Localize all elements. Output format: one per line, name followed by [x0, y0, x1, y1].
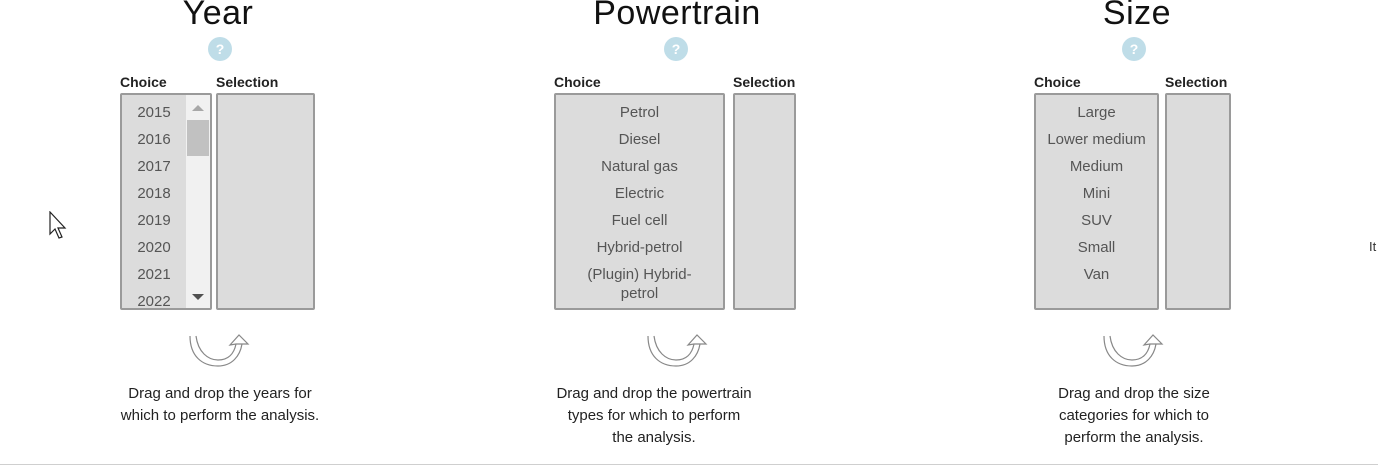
size-choice-label: Choice [1034, 74, 1081, 90]
year-choice-item[interactable]: 2015 [137, 104, 171, 121]
size-choice-item[interactable]: Lower medium [1047, 131, 1146, 148]
size-title: Size [1102, 0, 1172, 32]
size-selection-box[interactable] [1165, 93, 1231, 310]
year-scrollbar[interactable] [186, 95, 210, 308]
drag-drop-arrow-icon [647, 334, 708, 367]
powertrain-choice-item[interactable]: (Plugin) Hybrid-petrol [587, 266, 692, 302]
year-help-icon[interactable]: ? [208, 37, 232, 61]
year-title: Year [182, 0, 254, 32]
drag-drop-arrow-icon [189, 334, 250, 367]
powertrain-choice-item[interactable]: Electric [614, 185, 665, 202]
powertrain-choice-item[interactable]: Hybrid-petrol [596, 239, 683, 256]
year-choice-item[interactable]: 2021 [137, 266, 171, 283]
powertrain-choice-list[interactable]: Petrol Diesel Natural gas Electric Fuel … [554, 93, 725, 310]
year-choice-item[interactable]: 2018 [137, 185, 171, 202]
powertrain-choice-label: Choice [554, 74, 601, 90]
powertrain-choice-item[interactable]: Natural gas [601, 158, 678, 175]
size-choice-list[interactable]: Large Lower medium Medium Mini SUV Small… [1034, 93, 1159, 310]
size-choice-item[interactable]: Van [1083, 266, 1110, 283]
powertrain-help-icon[interactable]: ? [664, 37, 688, 61]
drag-drop-arrow-icon [1103, 334, 1164, 367]
year-choice-item[interactable]: 2016 [137, 131, 171, 148]
year-choice-list[interactable]: 2015 2016 2017 2018 2019 2020 2021 2022 [120, 93, 212, 310]
size-choice-item[interactable]: Medium [1069, 158, 1124, 175]
size-choice-item[interactable]: Mini [1082, 185, 1111, 202]
size-help-icon[interactable]: ? [1122, 37, 1146, 61]
year-selection-label: Selection [216, 74, 279, 90]
powertrain-instruction: Drag and drop the powertrain types for w… [556, 385, 752, 446]
divider [0, 464, 1378, 465]
size-choice-item[interactable]: Small [1077, 239, 1116, 256]
size-choice-item[interactable]: SUV [1081, 212, 1112, 229]
size-instruction: Drag and drop the size categories for wh… [1058, 385, 1210, 446]
powertrain-choice-item[interactable]: Fuel cell [611, 212, 668, 229]
year-choice-item[interactable]: 2017 [137, 158, 171, 175]
powertrain-selection-box[interactable] [733, 93, 796, 310]
scroll-up-arrow-icon[interactable] [192, 105, 204, 111]
year-selection-box[interactable] [216, 93, 315, 310]
powertrain-choice-item[interactable]: Diesel [618, 131, 661, 148]
scroll-down-arrow-icon[interactable] [192, 294, 204, 300]
mouse-cursor-icon [49, 211, 67, 239]
year-instruction: Drag and drop the years for which to per… [120, 385, 320, 424]
scroll-thumb[interactable] [187, 120, 209, 156]
size-choice-item[interactable]: Large [1077, 104, 1116, 121]
powertrain-title: Powertrain [593, 0, 761, 32]
year-choice-item[interactable]: 2019 [137, 212, 171, 229]
powertrain-selection-label: Selection [733, 74, 796, 90]
size-selection-label: Selection [1165, 74, 1228, 90]
clipped-text: It [1369, 239, 1377, 254]
year-choice-item[interactable]: 2022 [137, 293, 171, 310]
year-choice-item[interactable]: 2020 [137, 239, 171, 256]
year-choice-label: Choice [120, 74, 167, 90]
powertrain-choice-item[interactable]: Petrol [619, 104, 660, 121]
